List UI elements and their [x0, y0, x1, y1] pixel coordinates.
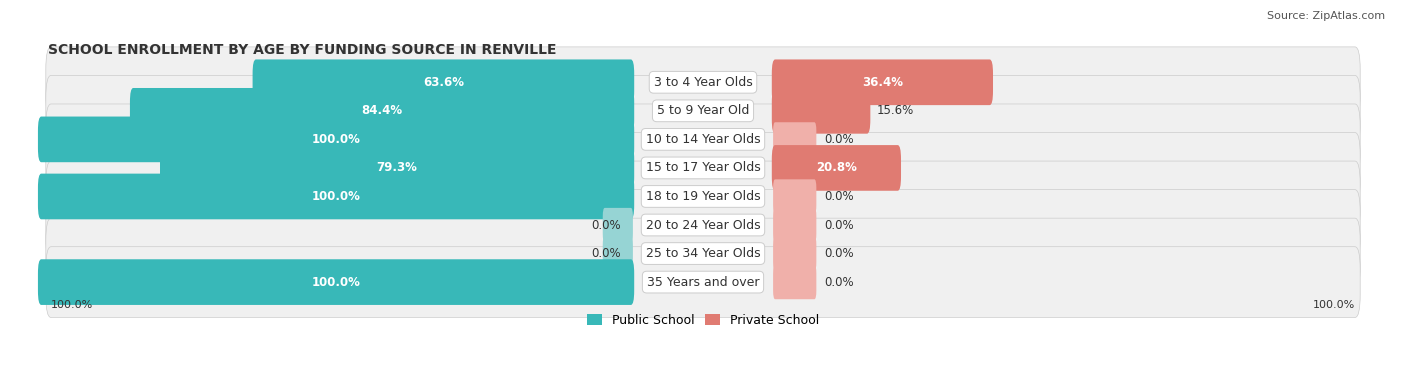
Text: 20.8%: 20.8%: [815, 161, 856, 175]
Text: 15 to 17 Year Olds: 15 to 17 Year Olds: [645, 161, 761, 175]
FancyBboxPatch shape: [46, 133, 1360, 203]
FancyBboxPatch shape: [253, 60, 634, 105]
FancyBboxPatch shape: [38, 116, 634, 162]
FancyBboxPatch shape: [129, 88, 634, 134]
Text: 84.4%: 84.4%: [361, 104, 402, 117]
FancyBboxPatch shape: [772, 145, 901, 191]
FancyBboxPatch shape: [773, 179, 817, 214]
Text: 100.0%: 100.0%: [51, 300, 93, 310]
Text: SCHOOL ENROLLMENT BY AGE BY FUNDING SOURCE IN RENVILLE: SCHOOL ENROLLMENT BY AGE BY FUNDING SOUR…: [48, 43, 557, 57]
Text: 0.0%: 0.0%: [824, 133, 853, 146]
FancyBboxPatch shape: [46, 218, 1360, 289]
FancyBboxPatch shape: [603, 208, 633, 242]
FancyBboxPatch shape: [46, 75, 1360, 146]
Text: 25 to 34 Year Olds: 25 to 34 Year Olds: [645, 247, 761, 260]
Legend: Public School, Private School: Public School, Private School: [582, 309, 824, 332]
Text: 36.4%: 36.4%: [862, 76, 903, 89]
Text: 20 to 24 Year Olds: 20 to 24 Year Olds: [645, 219, 761, 231]
FancyBboxPatch shape: [772, 88, 870, 134]
FancyBboxPatch shape: [160, 145, 634, 191]
Text: 0.0%: 0.0%: [824, 247, 853, 260]
FancyBboxPatch shape: [46, 190, 1360, 261]
Text: Source: ZipAtlas.com: Source: ZipAtlas.com: [1267, 11, 1385, 21]
Text: 0.0%: 0.0%: [592, 219, 621, 231]
Text: 0.0%: 0.0%: [824, 219, 853, 231]
FancyBboxPatch shape: [772, 60, 993, 105]
Text: 0.0%: 0.0%: [824, 190, 853, 203]
Text: 63.6%: 63.6%: [423, 76, 464, 89]
Text: 100.0%: 100.0%: [312, 190, 360, 203]
Text: 0.0%: 0.0%: [592, 247, 621, 260]
FancyBboxPatch shape: [46, 247, 1360, 317]
Text: 35 Years and over: 35 Years and over: [647, 276, 759, 289]
Text: 100.0%: 100.0%: [312, 133, 360, 146]
FancyBboxPatch shape: [773, 122, 817, 156]
Text: 79.3%: 79.3%: [377, 161, 418, 175]
FancyBboxPatch shape: [773, 236, 817, 271]
FancyBboxPatch shape: [46, 161, 1360, 232]
FancyBboxPatch shape: [46, 104, 1360, 175]
FancyBboxPatch shape: [773, 208, 817, 242]
FancyBboxPatch shape: [603, 236, 633, 271]
Text: 0.0%: 0.0%: [824, 276, 853, 289]
Text: 18 to 19 Year Olds: 18 to 19 Year Olds: [645, 190, 761, 203]
FancyBboxPatch shape: [38, 259, 634, 305]
Text: 100.0%: 100.0%: [1313, 300, 1355, 310]
Text: 100.0%: 100.0%: [312, 276, 360, 289]
Text: 15.6%: 15.6%: [877, 104, 914, 117]
FancyBboxPatch shape: [46, 47, 1360, 118]
FancyBboxPatch shape: [38, 174, 634, 219]
FancyBboxPatch shape: [773, 265, 817, 299]
Text: 3 to 4 Year Olds: 3 to 4 Year Olds: [654, 76, 752, 89]
Text: 5 to 9 Year Old: 5 to 9 Year Old: [657, 104, 749, 117]
Text: 10 to 14 Year Olds: 10 to 14 Year Olds: [645, 133, 761, 146]
